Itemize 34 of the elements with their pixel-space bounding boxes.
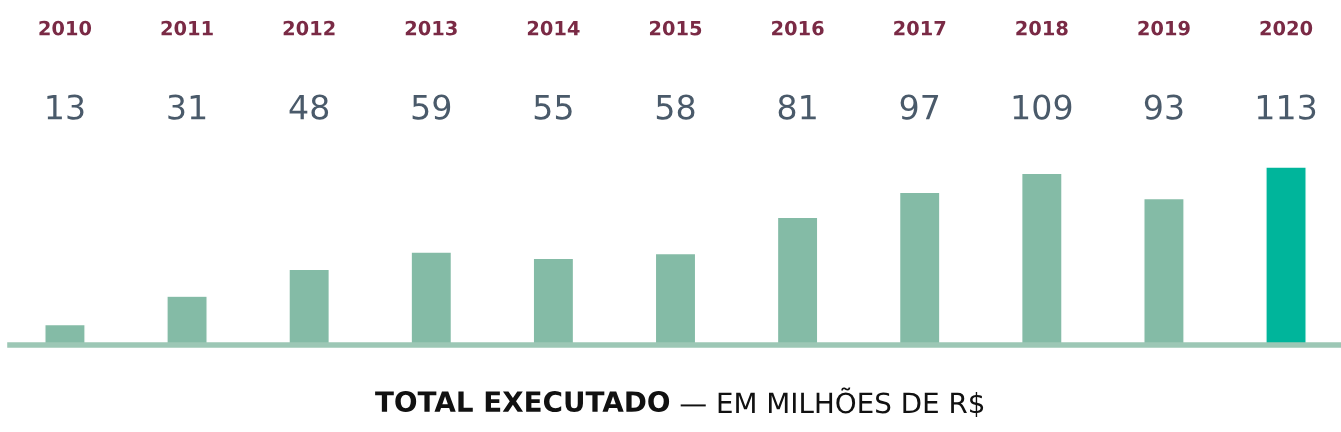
x-tick-label: 2018	[1016, 20, 1068, 36]
bar	[532, 257, 575, 345]
x-tick-label: 2020	[1260, 20, 1313, 36]
bar	[654, 252, 697, 345]
x-tick-label: 2017	[894, 20, 946, 36]
bar	[166, 295, 208, 345]
x-tick-label: 2019	[1138, 20, 1190, 36]
data-label: 113	[1257, 94, 1316, 120]
bar	[776, 216, 819, 345]
x-tick-label: 2012	[283, 20, 335, 36]
bar	[1265, 167, 1307, 345]
bar	[898, 191, 941, 345]
x-tick-label: 2015	[649, 20, 702, 36]
data-label: 58	[656, 94, 695, 120]
text: — EM MILHÕES DE R$	[680, 387, 984, 418]
bar	[1020, 172, 1063, 345]
x-tick-label: 2011	[161, 20, 213, 36]
bar	[288, 268, 331, 345]
x-tick-label: 2016	[772, 20, 824, 36]
data-label: 55	[534, 94, 572, 120]
data-label: 97	[900, 94, 939, 120]
x-tick-label: 2010	[39, 20, 92, 36]
data-label: 31	[168, 94, 206, 120]
data-label: 59	[412, 94, 451, 120]
x-tick-label: 2014	[527, 20, 580, 36]
bar	[1143, 197, 1185, 345]
data-label: 13	[47, 94, 84, 120]
bar	[410, 251, 453, 345]
text: TOTAL EXECUTADO	[375, 391, 670, 413]
data-label: 48	[289, 94, 329, 120]
x-tick-label: 2013	[405, 20, 457, 36]
data-label: 81	[778, 94, 816, 120]
data-label: 109	[1013, 94, 1072, 120]
data-label: 93	[1144, 94, 1183, 120]
